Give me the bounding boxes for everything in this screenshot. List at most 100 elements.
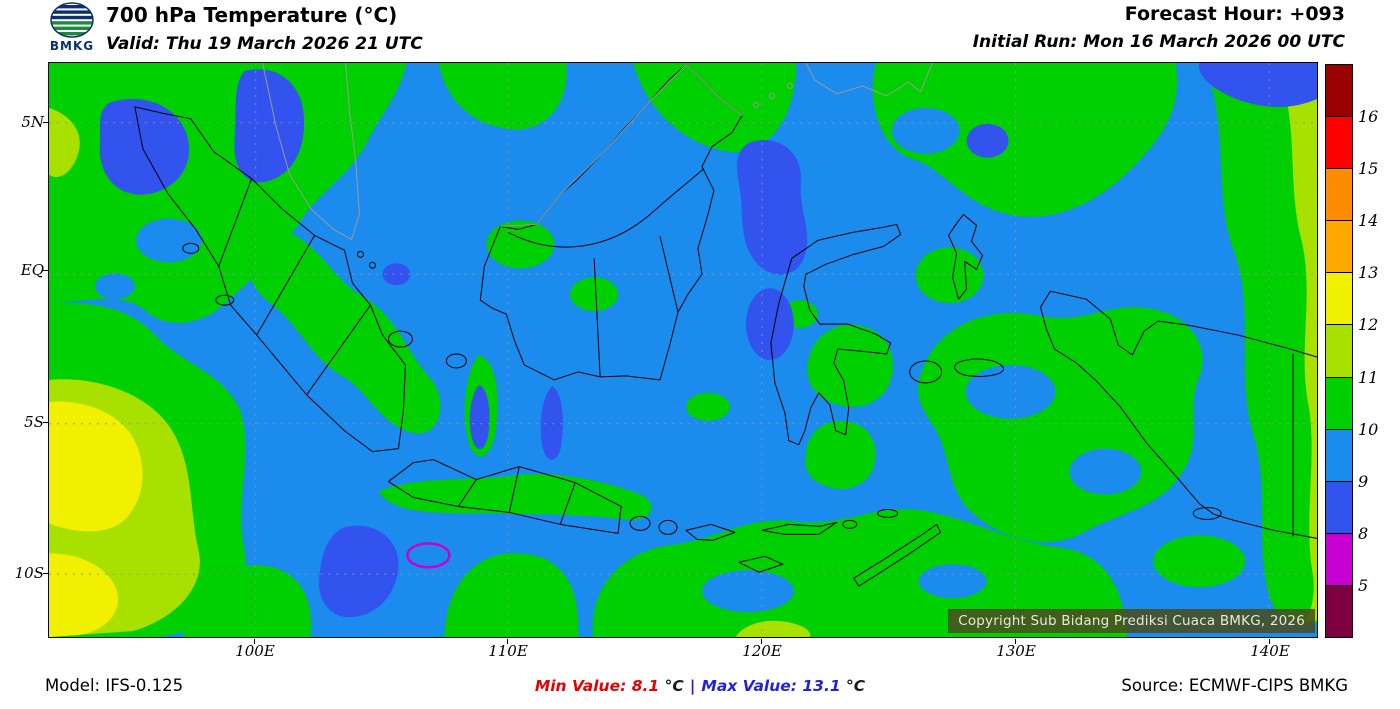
lon-tick-mark	[507, 639, 508, 644]
borneo-coastline	[479, 64, 743, 381]
sulu-island	[768, 92, 775, 99]
temp-region	[246, 227, 441, 434]
colorbar-segment	[1326, 272, 1352, 325]
temp-8-9-regions	[99, 63, 1317, 618]
colorbar-segment	[1326, 584, 1352, 638]
lat-tick-mark	[43, 270, 48, 271]
colorbar-label: 15	[1358, 158, 1379, 178]
colorbar-label: 11	[1358, 367, 1379, 387]
colorbar-labels: 16 15 14 13 12 11 10 9 8 5	[1358, 64, 1398, 638]
buru-coastline	[909, 360, 943, 384]
wetar-coastline	[877, 508, 899, 518]
map-plot: Copyright Sub Bidang Prediksi Cuaca BMKG…	[48, 62, 1318, 638]
temp-region	[1279, 72, 1317, 622]
foreign-coastlines	[262, 63, 934, 240]
temp-region	[745, 288, 794, 360]
lat-tick-mark	[43, 573, 48, 574]
max-value-label: Max Value:	[701, 677, 797, 695]
colorbar-label: 9	[1358, 472, 1369, 492]
min-value-text: Min Value: 8.1 °C	[535, 677, 684, 695]
lat-tick-label: 5S	[24, 413, 44, 431]
lat-tick-mark	[43, 422, 48, 423]
java-borders	[457, 466, 576, 525]
timor-coastline	[853, 523, 942, 587]
temp-region	[94, 273, 135, 300]
page-title: 700 hPa Temperature (°C)	[106, 3, 398, 27]
temp-region	[49, 107, 80, 177]
flores-coastline	[761, 521, 838, 535]
temp-region	[966, 123, 1009, 158]
title-block: 700 hPa Temperature (°C) Valid: Thu 19 M…	[106, 3, 423, 54]
initial-run: Initial Run: Mon 16 March 2026 00 UTC	[972, 32, 1345, 52]
north-borneo-coastline	[500, 64, 743, 227]
colorbar-label: 14	[1358, 211, 1379, 230]
model-label: Model: IFS-0.125	[45, 676, 184, 695]
borneo-borders	[508, 168, 705, 377]
temp-region	[918, 564, 987, 599]
max-value-text: Max Value: 13.1 °C	[701, 677, 865, 695]
sulu-island	[786, 82, 793, 89]
temp-region	[318, 525, 399, 618]
riau-island	[357, 250, 365, 258]
lon-tick-mark	[1269, 639, 1270, 644]
sumatra-borders	[218, 178, 371, 396]
temp-9-10-inner-regions	[94, 107, 1142, 613]
bmkg-logo: BMKG	[42, 2, 102, 53]
temp-region	[805, 420, 876, 490]
valid-time: Valid: Thu 19 March 2026 21 UTC	[106, 34, 423, 54]
temp-region	[701, 570, 794, 613]
lon-tick-mark	[761, 639, 762, 644]
sulawesi-coastline	[770, 223, 902, 446]
colorbar-segment	[1326, 116, 1352, 169]
bali-coastline	[629, 515, 651, 531]
lat-tick-label: EQ	[20, 261, 44, 279]
lat-tick-label: 10S	[14, 564, 44, 582]
temperature-map-svg	[49, 63, 1317, 637]
min-value: 8.1	[631, 677, 660, 695]
lon-tick-label: 120E	[742, 642, 782, 660]
lon-tick-label: 130E	[996, 642, 1036, 660]
lon-tick-label: 140E	[1250, 642, 1290, 660]
colorbar-segment	[1326, 324, 1352, 377]
temperature-colorbar	[1325, 64, 1353, 638]
alor-coastline	[842, 519, 858, 529]
temp-region	[807, 324, 893, 408]
temp-region	[872, 63, 1178, 217]
min-value-contour	[406, 542, 451, 569]
colorbar-label: 10	[1358, 419, 1379, 439]
temp-region	[234, 69, 305, 183]
sumba-coastline	[738, 555, 784, 573]
sulu-island	[752, 101, 759, 108]
lon-tick-mark	[254, 639, 255, 644]
min-value-label: Min Value:	[534, 677, 627, 695]
temp-region	[570, 277, 619, 312]
bangka-coastline	[387, 330, 413, 348]
colorbar-segment	[1326, 220, 1352, 273]
sumbawa-coastline	[685, 523, 736, 541]
max-value: 13.1	[802, 677, 841, 695]
colorbar-segment	[1326, 480, 1352, 533]
forecast-hour: Forecast Hour: +093	[1124, 3, 1345, 25]
temp-region	[49, 401, 143, 532]
temp-region	[685, 392, 730, 421]
bmkg-logo-label: BMKG	[49, 39, 95, 53]
siberut-coastline	[215, 294, 235, 306]
lat-tick-mark	[43, 122, 48, 123]
seram-coastline	[954, 358, 1004, 377]
temp-region	[1153, 535, 1246, 588]
temp-region	[378, 473, 652, 520]
dolak-coastline	[1192, 506, 1222, 520]
bmkg-logo-icon	[50, 2, 94, 38]
colorbar-label: 12	[1358, 315, 1379, 335]
temp-region	[486, 220, 555, 269]
temp-region	[915, 247, 984, 304]
temp-region	[540, 385, 563, 460]
temp-region	[735, 620, 811, 637]
papua-coastline	[1039, 290, 1317, 539]
colorbar-segment	[1326, 428, 1352, 481]
temp-region	[965, 364, 1056, 419]
temp-region	[135, 218, 202, 263]
temp-region	[382, 263, 411, 286]
temp-region	[891, 107, 960, 154]
